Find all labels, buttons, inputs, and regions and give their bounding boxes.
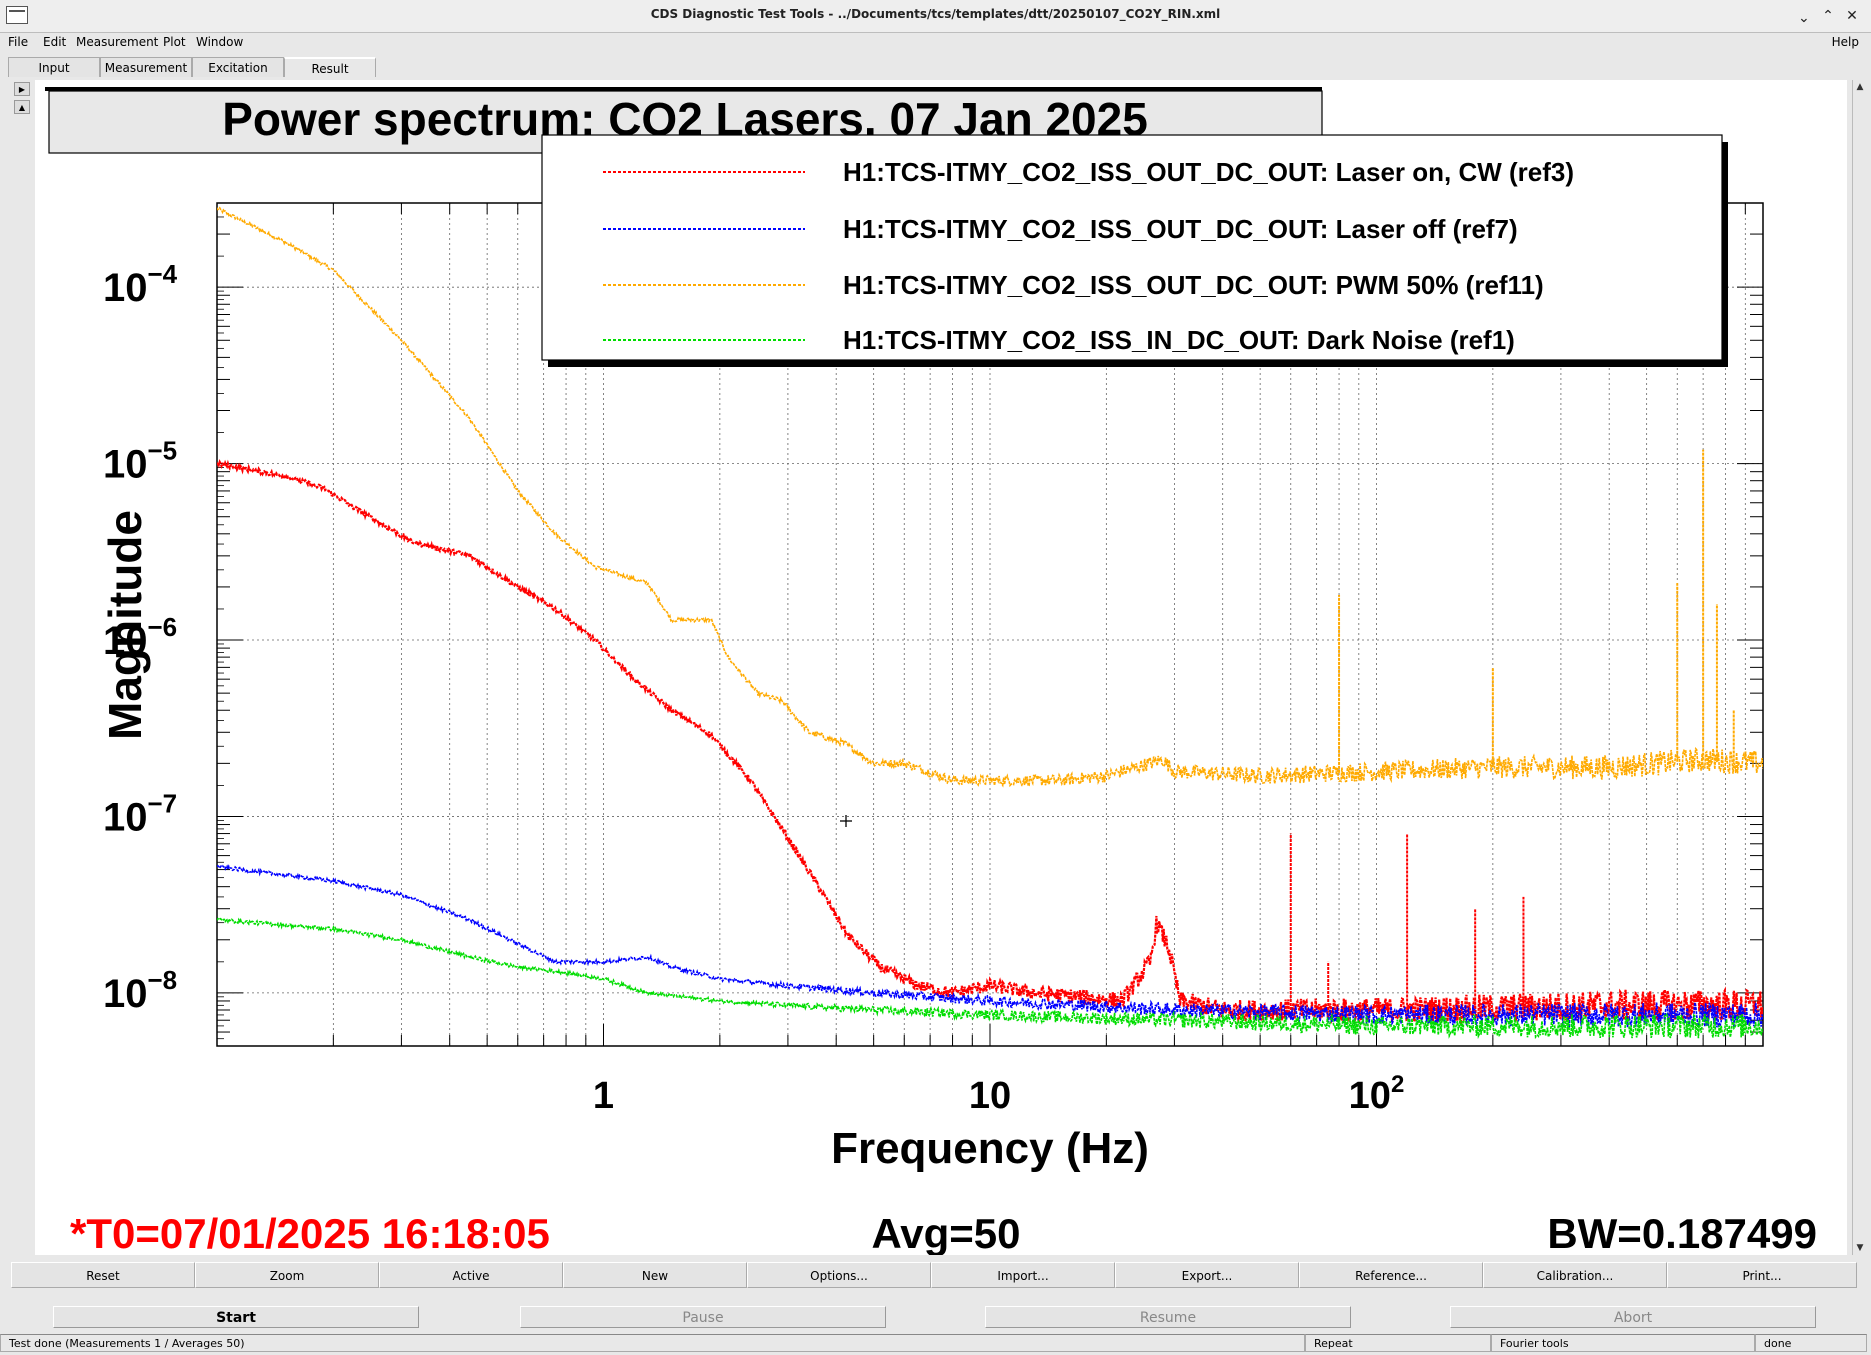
tab-excitation[interactable]: Excitation (192, 57, 284, 77)
menu-edit[interactable]: Edit (43, 35, 67, 49)
y-tick-label: 10−8 (103, 965, 177, 1016)
tab-input[interactable]: Input (8, 57, 100, 77)
power-spectrum-chart: 1 10 102 10−410−510−610−710−8 Power spectr… (45, 87, 1817, 1257)
avg-label: Avg=50 (871, 1210, 1020, 1255)
legend-box (541, 134, 1723, 361)
series-line-1 (217, 864, 1763, 1029)
reference-button[interactable]: Reference... (1299, 1262, 1483, 1288)
maximize-icon[interactable]: ⌃ (1822, 8, 1834, 24)
y-axis-label: Magnitude (99, 510, 151, 740)
y-tick-exponent: −5 (148, 436, 178, 466)
y-tick-label: 10−4 (103, 259, 178, 310)
resume-button[interactable]: Resume (985, 1306, 1351, 1328)
status-message: Test done (Measurements 1 / Averages 50) (0, 1334, 1305, 1352)
import-button[interactable]: Import... (931, 1262, 1115, 1288)
menu-file[interactable]: File (8, 35, 29, 49)
app-menu-icon[interactable] (6, 6, 28, 24)
menu-measurement[interactable]: Measurement (76, 35, 159, 49)
x-tick-label: 102 (1349, 1071, 1405, 1117)
x-axis-label: Frequency (Hz) (831, 1124, 1149, 1173)
y-tick-exponent: −6 (148, 612, 178, 642)
calibration-button[interactable]: Calibration... (1483, 1262, 1667, 1288)
x-tick-label: 10 (969, 1075, 1011, 1117)
run-control-row: Start Pause Resume Abort (0, 1306, 1871, 1328)
spike-layer (1289, 449, 1735, 1010)
options-button[interactable]: Options... (747, 1262, 931, 1288)
export-button[interactable]: Export... (1115, 1262, 1299, 1288)
series-layer (217, 206, 1763, 1040)
reset-button[interactable]: Reset (11, 1262, 195, 1288)
status-state: done (1755, 1334, 1867, 1352)
abort-button[interactable]: Abort (1450, 1306, 1816, 1328)
x-tick-exponent: 2 (1391, 1071, 1404, 1098)
vertical-scrollbar[interactable]: ▲ ▼ (1852, 80, 1867, 1255)
start-button[interactable]: Start (53, 1306, 419, 1328)
title-box-shadow (45, 87, 1322, 91)
minimize-icon[interactable]: ⌃ (1798, 8, 1810, 24)
y-tick-label: 10−5 (103, 436, 177, 487)
y-tick-exponent: −7 (148, 788, 178, 818)
x-tick-labels: 1 10 102 (593, 1071, 1404, 1117)
y-tick-exponent: −8 (148, 965, 178, 995)
x-tick-label: 1 (593, 1075, 614, 1117)
collapse-arrow-icon[interactable]: ▲ (14, 100, 30, 114)
series-line-0 (217, 458, 1763, 1025)
print-button[interactable]: Print... (1667, 1262, 1857, 1288)
y-tick-label: 10−7 (103, 788, 177, 839)
plot-button-row: Reset Zoom Active New Options... Import.… (11, 1262, 1857, 1288)
y-tick-exponent: −4 (148, 259, 178, 289)
tab-measurement[interactable]: Measurement (100, 57, 192, 77)
legend-label-3: H1:TCS-ITMY_CO2_ISS_IN_DC_OUT: Dark Nois… (843, 325, 1515, 355)
crosshair-cursor (840, 815, 852, 827)
series-line-2 (217, 206, 1763, 788)
menu-plot[interactable]: Plot (163, 35, 186, 49)
series-line-3 (217, 917, 1763, 1040)
status-repeat: Repeat (1305, 1334, 1491, 1352)
window-title: CDS Diagnostic Test Tools - ../Documents… (650, 7, 1221, 21)
title-bar: CDS Diagnostic Test Tools - ../Documents… (0, 0, 1871, 33)
scroll-up-icon[interactable]: ▲ (1856, 82, 1864, 92)
menu-bar: File Edit Measurement Plot Window Help (0, 33, 1871, 53)
t0-label: *T0=07/01/2025 16:18:05 (70, 1210, 550, 1255)
active-button[interactable]: Active (379, 1262, 563, 1288)
legend-label-0: H1:TCS-ITMY_CO2_ISS_OUT_DC_OUT: Laser on… (843, 157, 1574, 187)
zoom-button[interactable]: Zoom (195, 1262, 379, 1288)
legend-label-2: H1:TCS-ITMY_CO2_ISS_OUT_DC_OUT: PWM 50% … (843, 270, 1544, 300)
legend: H1:TCS-ITMY_CO2_ISS_OUT_DC_OUT: Laser on… (603, 157, 1574, 355)
legend-label-1: H1:TCS-ITMY_CO2_ISS_OUT_DC_OUT: Laser of… (843, 214, 1518, 244)
plot-canvas[interactable]: 1 10 102 10−4 10−5 10−6 10−7 10−8 Power spectr… (35, 80, 1847, 1257)
close-icon[interactable]: ✕ (1846, 8, 1858, 24)
tab-result[interactable]: Result (284, 57, 376, 77)
status-tool: Fourier tools (1491, 1334, 1755, 1352)
new-button[interactable]: New (563, 1262, 747, 1288)
expand-arrow-icon[interactable]: ▶ (14, 82, 30, 96)
pause-button[interactable]: Pause (520, 1306, 886, 1328)
bw-label: BW=0.187499 (1547, 1210, 1817, 1255)
status-bar: Test done (Measurements 1 / Averages 50)… (0, 1334, 1871, 1354)
scroll-down-icon[interactable]: ▼ (1856, 1243, 1864, 1253)
menu-window[interactable]: Window (196, 35, 244, 49)
menu-help[interactable]: Help (1831, 35, 1859, 49)
